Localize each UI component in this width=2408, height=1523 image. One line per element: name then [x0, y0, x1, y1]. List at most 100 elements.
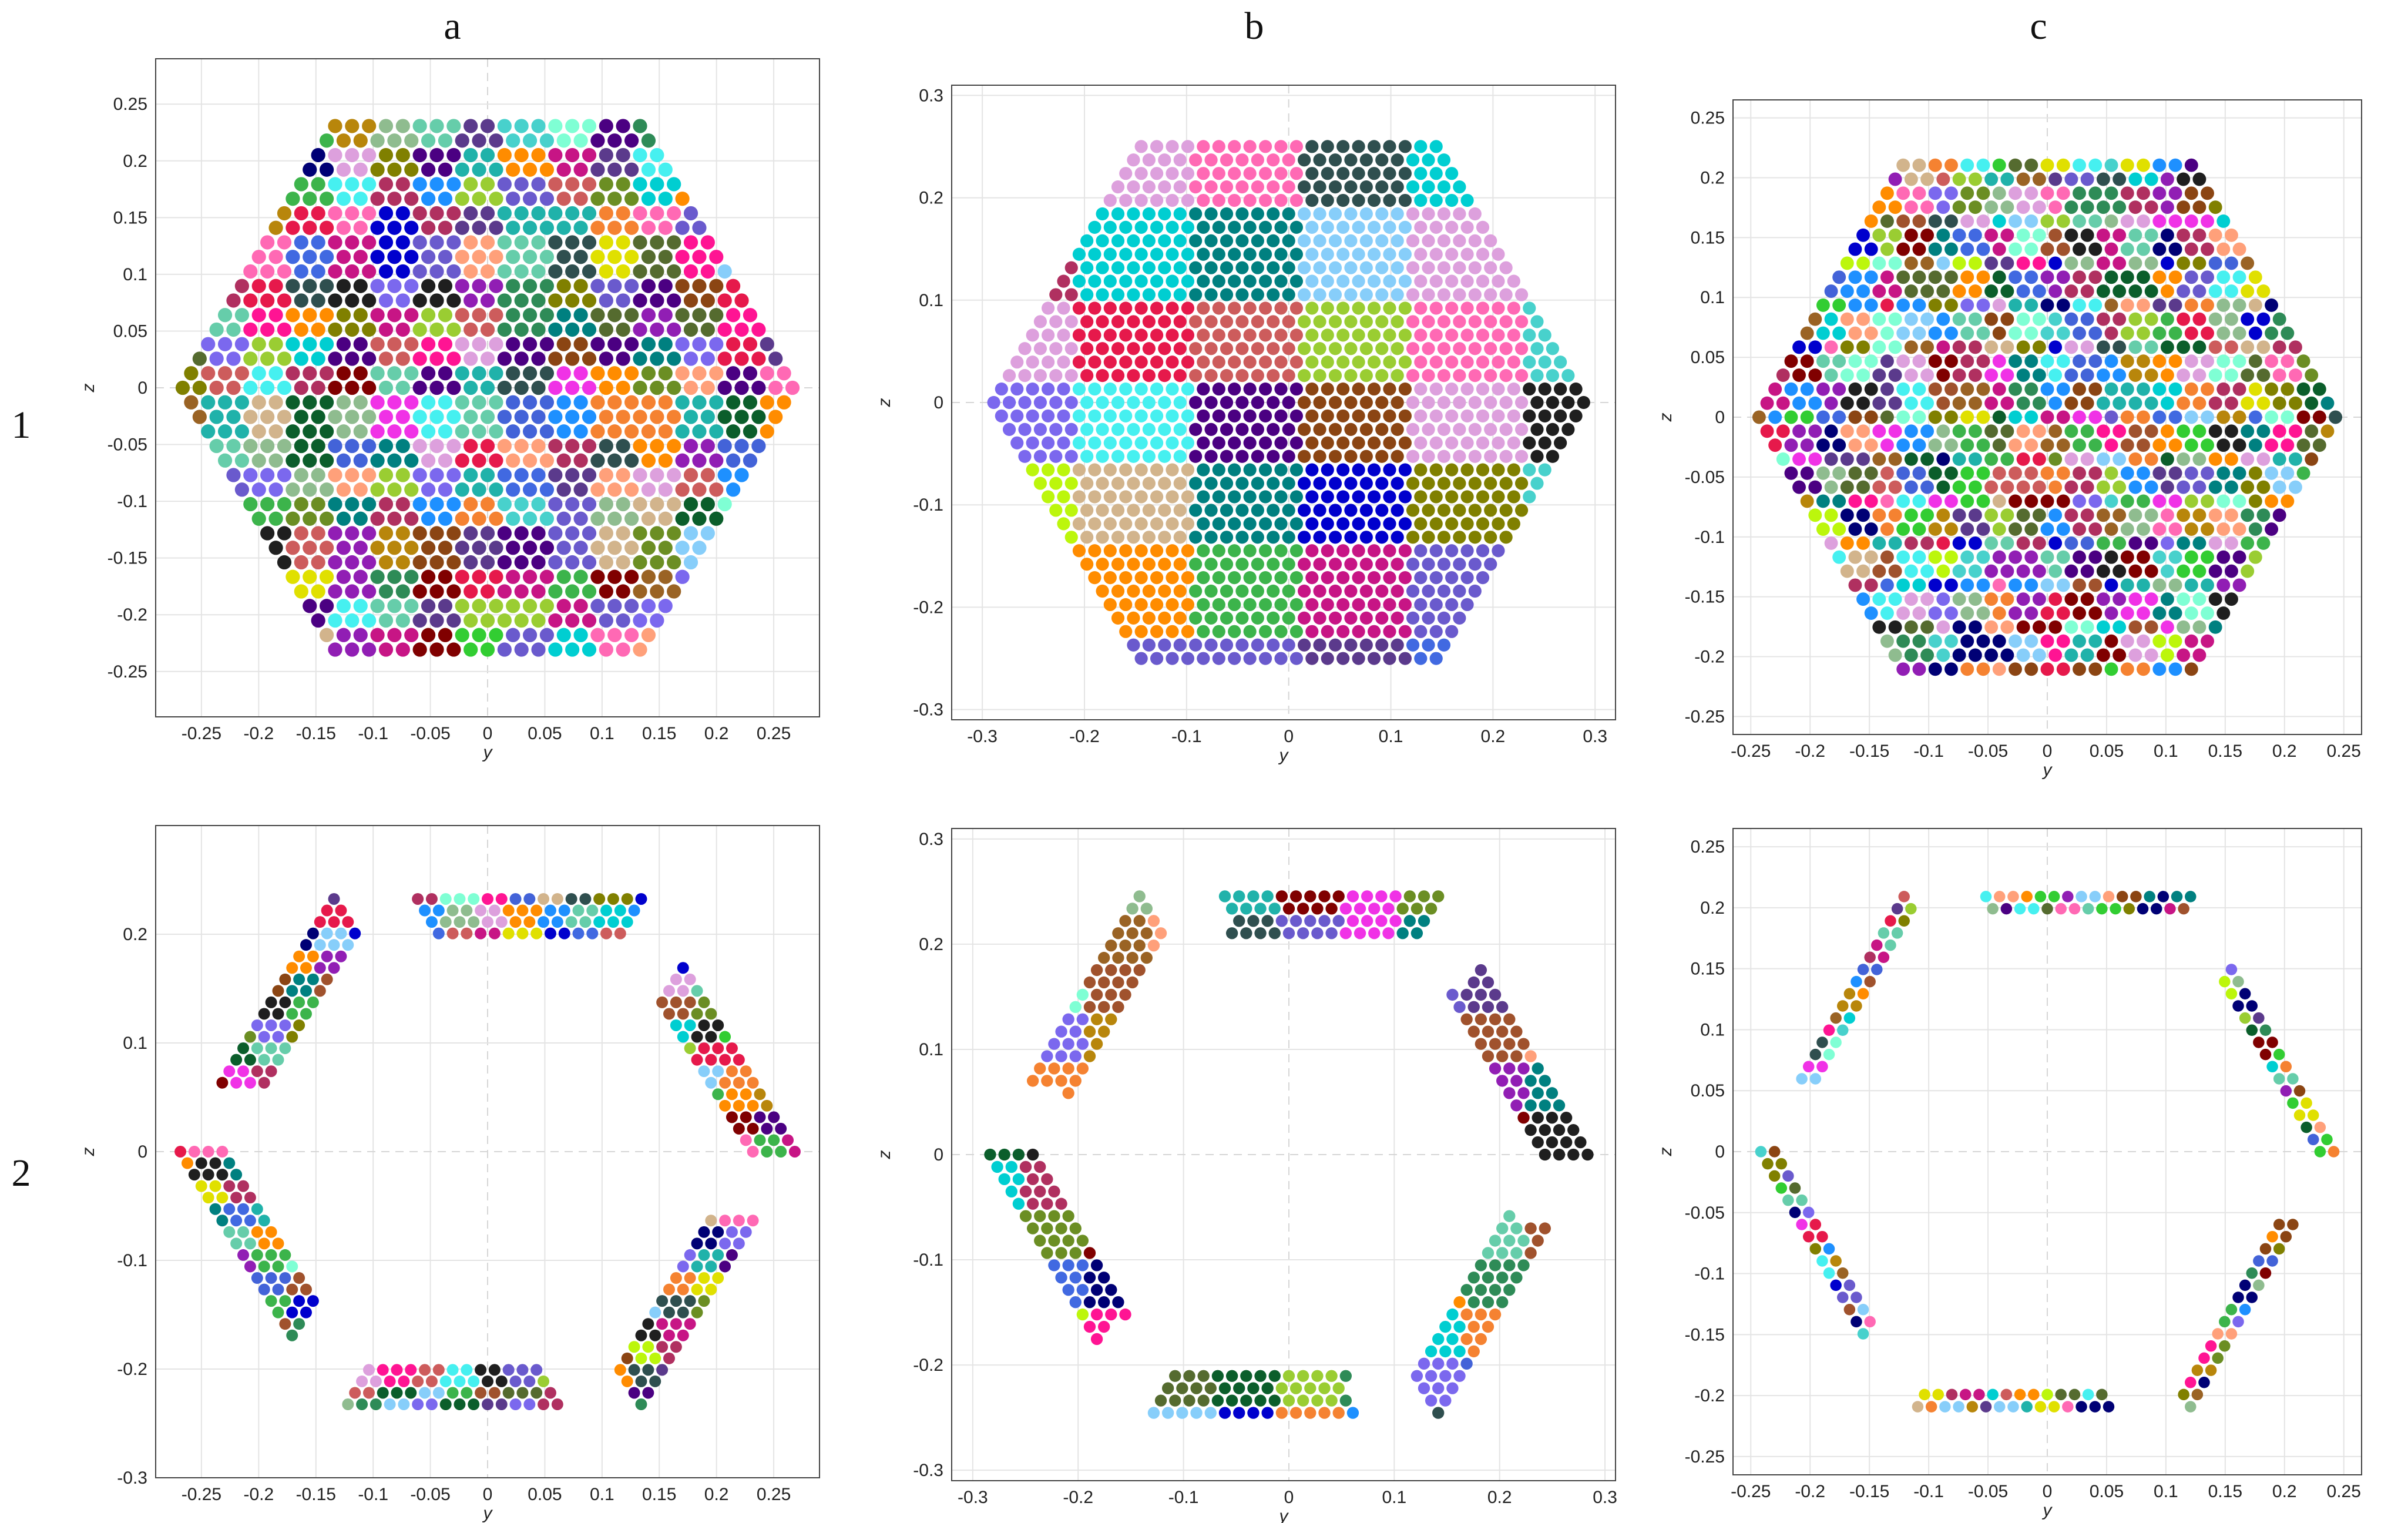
- y-axis-label: z: [79, 384, 98, 393]
- data-point: [2032, 368, 2046, 382]
- data-point: [2201, 214, 2214, 228]
- data-point: [1507, 409, 1520, 423]
- data-point: [1119, 409, 1133, 423]
- data-point: [1992, 186, 2006, 200]
- data-point: [675, 453, 690, 468]
- data-point: [1382, 903, 1395, 915]
- data-point: [2080, 172, 2094, 186]
- data-point: [573, 192, 588, 206]
- data-point: [2056, 270, 2070, 284]
- data-point: [2177, 592, 2191, 606]
- data-point: [345, 642, 360, 657]
- data-point: [1383, 463, 1396, 477]
- data-point: [1410, 1370, 1423, 1382]
- data-point: [345, 351, 360, 366]
- data-point: [633, 497, 647, 512]
- data-point: [1228, 328, 1241, 342]
- data-point: [1418, 1382, 1430, 1394]
- data-point: [1888, 312, 1902, 326]
- data-point: [1952, 340, 1966, 354]
- data-point: [1064, 531, 1078, 544]
- data-point: [2248, 410, 2262, 424]
- data-point: [1204, 1407, 1217, 1419]
- data-point: [614, 1364, 626, 1376]
- data-point: [514, 526, 529, 541]
- data-point: [1336, 517, 1350, 531]
- data-point: [2281, 410, 2295, 424]
- data-point: [2096, 340, 2110, 354]
- data-point: [2024, 270, 2038, 284]
- data-point: [1111, 369, 1125, 383]
- data-point: [1848, 382, 1862, 396]
- data-point: [1197, 193, 1210, 207]
- data-point: [717, 438, 732, 454]
- data-point: [1468, 558, 1482, 571]
- data-point: [311, 410, 325, 424]
- data-point: [1755, 1146, 1767, 1158]
- data-point: [1166, 409, 1179, 423]
- data-point: [1475, 1333, 1487, 1346]
- data-point: [303, 395, 317, 410]
- data-point: [1367, 571, 1381, 585]
- data-point: [1142, 504, 1156, 517]
- data-point: [1406, 369, 1420, 383]
- data-point: [2104, 214, 2118, 228]
- data-point: [1484, 261, 1497, 274]
- data-point: [345, 235, 360, 250]
- data-point: [1453, 422, 1466, 436]
- data-point: [2177, 172, 2191, 186]
- data-point: [1367, 517, 1381, 531]
- data-point: [209, 410, 224, 424]
- data-point: [2273, 1073, 2285, 1085]
- data-point: [607, 893, 619, 905]
- y-tick-label: 0.1: [123, 265, 147, 284]
- data-point: [2152, 494, 2167, 508]
- data-point: [480, 497, 495, 512]
- data-point: [1460, 988, 1473, 1001]
- data-point: [775, 1122, 787, 1135]
- data-point: [1840, 340, 1854, 354]
- data-point: [1445, 517, 1459, 531]
- data-point: [2056, 438, 2070, 452]
- data-point: [1896, 466, 1910, 480]
- data-point: [387, 162, 402, 177]
- data-point: [1212, 517, 1225, 531]
- data-point: [1864, 494, 1878, 508]
- data-point: [1432, 890, 1445, 903]
- data-point: [464, 380, 478, 395]
- data-point: [1872, 228, 1886, 242]
- data-point: [1375, 207, 1389, 221]
- data-point: [265, 1249, 277, 1261]
- data-point: [531, 438, 546, 454]
- data-point: [726, 482, 741, 497]
- data-point: [464, 206, 478, 221]
- data-point: [2073, 578, 2086, 592]
- data-point: [641, 541, 656, 555]
- data-point: [432, 1364, 445, 1376]
- data-point: [362, 322, 377, 337]
- data-point: [1944, 270, 1958, 284]
- y-tick-label: 0.05: [113, 321, 147, 341]
- data-point: [2088, 382, 2103, 396]
- data-point: [1274, 301, 1288, 315]
- data-point: [641, 308, 656, 323]
- y-tick-label: -0.25: [1685, 1447, 1725, 1467]
- data-point: [1127, 315, 1140, 328]
- data-point: [616, 526, 630, 541]
- data-point: [2152, 354, 2167, 368]
- data-point: [1896, 494, 1910, 508]
- data-point: [472, 511, 486, 526]
- data-point: [294, 497, 308, 512]
- data-point: [635, 1329, 647, 1341]
- data-point: [514, 497, 529, 512]
- data-point: [1251, 369, 1264, 383]
- data-point: [1181, 167, 1195, 180]
- data-point: [1096, 477, 1109, 490]
- data-point: [751, 322, 766, 337]
- data-point: [2248, 354, 2262, 368]
- data-point: [775, 1146, 787, 1158]
- scatter-points: [1752, 158, 2343, 676]
- data-point: [556, 250, 571, 264]
- data-point: [2152, 662, 2167, 676]
- data-point: [761, 1099, 773, 1112]
